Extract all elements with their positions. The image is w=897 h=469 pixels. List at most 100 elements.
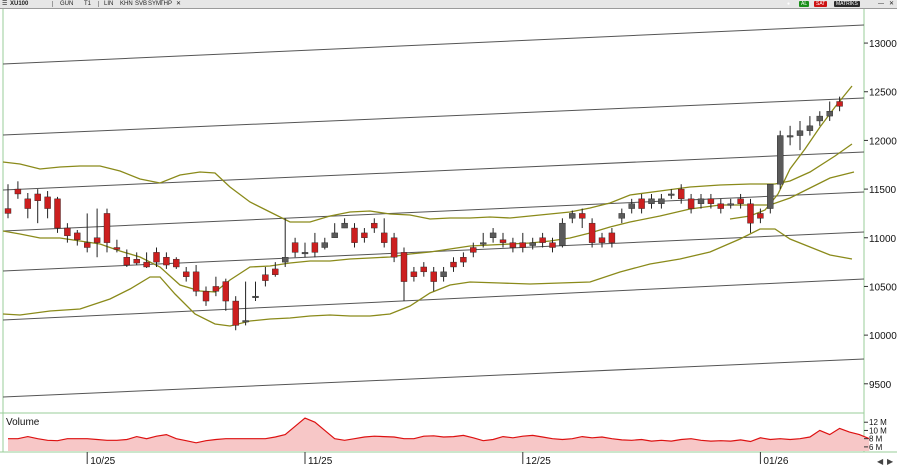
- candle-body: [24, 198, 31, 209]
- tool-icon[interactable]: ●: [787, 1, 791, 7]
- candle-body: [410, 271, 418, 277]
- candle-body: [301, 252, 309, 255]
- candle-body: [747, 203, 754, 224]
- candle-body: [450, 261, 457, 268]
- candle-body: [252, 295, 259, 298]
- candle-body: [519, 242, 526, 248]
- toolbar-divider: [52, 1, 53, 7]
- candle-body: [420, 266, 427, 273]
- candle-body: [470, 247, 477, 253]
- price-tick-label: 12000: [869, 136, 897, 147]
- candle-body: [489, 232, 497, 238]
- matriks-button[interactable]: MATRIKS: [834, 1, 860, 7]
- volume-title: Volume: [6, 417, 40, 428]
- linear-button[interactable]: LIN: [104, 1, 114, 7]
- volume-tick-label: 10 M: [869, 426, 887, 435]
- scroll-right-icon[interactable]: ▶: [887, 457, 894, 466]
- candle-body: [34, 193, 41, 201]
- candle-body: [103, 213, 111, 243]
- date-tick-label: 12/25: [526, 456, 551, 467]
- candle-body: [341, 222, 348, 229]
- candle-body: [351, 227, 358, 243]
- candle-body: [83, 242, 91, 248]
- candle-body: [143, 261, 150, 268]
- candle-body: [539, 237, 546, 243]
- period-button[interactable]: GUN: [60, 1, 74, 7]
- svb-button[interactable]: SVB: [135, 1, 148, 7]
- candle-body: [549, 242, 556, 248]
- candle-body: [440, 271, 447, 277]
- candle-body: [133, 258, 140, 264]
- channel-line: [2, 278, 865, 321]
- minimize-icon[interactable]: —: [878, 1, 884, 7]
- candle-body: [786, 135, 794, 138]
- candle-body: [163, 257, 170, 266]
- candle-body: [588, 222, 596, 243]
- candle-body: [361, 232, 368, 238]
- candle-body: [668, 193, 675, 196]
- candle-body: [569, 213, 576, 219]
- candle-body: [212, 286, 220, 292]
- volume-area: [8, 418, 870, 451]
- candle-body: [321, 242, 328, 248]
- volume-line: [8, 417, 870, 444]
- candle-body: [826, 111, 833, 117]
- candle-body: [767, 184, 774, 209]
- bollinger-upper-band: [2, 143, 853, 223]
- toolbar-divider: [98, 1, 99, 7]
- candle-body: [608, 232, 616, 243]
- candle-body: [707, 198, 715, 204]
- date-tick-label: 11/25: [308, 456, 333, 467]
- candle-body: [291, 242, 299, 253]
- channel-line: [2, 151, 865, 191]
- candle-body: [232, 300, 239, 326]
- date-axis: 10/25 11/25 12/25 01/26: [86, 452, 789, 467]
- timeframe-button[interactable]: T1: [84, 1, 92, 7]
- candle-body: [806, 125, 814, 131]
- candle-body: [628, 203, 635, 209]
- candle-body: [529, 242, 536, 246]
- candle-body: [509, 242, 517, 248]
- candle-body: [272, 268, 279, 275]
- sell-button[interactable]: SAT: [814, 1, 828, 7]
- candle-body: [480, 242, 487, 245]
- sym-button[interactable]: SYM: [148, 1, 162, 7]
- candle-body: [816, 115, 823, 122]
- volume-tick-label: 8 M: [869, 435, 883, 444]
- price-tick-label: 10000: [869, 331, 897, 342]
- price-tick-label: 9500: [869, 380, 892, 391]
- channel-line: [2, 24, 865, 65]
- candle-body: [678, 188, 685, 200]
- price-axis: 13000 12500 12000 11500 11000 10500 10000 9500: [864, 39, 897, 391]
- candle-body: [757, 213, 764, 219]
- candle-body: [113, 247, 121, 250]
- candle-body: [153, 252, 160, 263]
- candle-body: [44, 196, 51, 209]
- volume-tick-label: 6 M: [869, 443, 883, 452]
- candle-button[interactable]: KHN: [120, 1, 133, 7]
- close-window-icon[interactable]: ✕: [889, 1, 895, 7]
- buy-button[interactable]: AL: [799, 1, 810, 7]
- volume-tick-label: 12 M: [869, 418, 887, 427]
- candle-body: [777, 135, 784, 185]
- candle-body: [598, 237, 606, 243]
- menu-icon[interactable]: ☰: [2, 1, 8, 7]
- price-chart[interactable]: 130001250012000115001100010500100009500 …: [0, 9, 897, 469]
- candle-body: [182, 271, 190, 277]
- candle-body: [460, 257, 467, 263]
- scroll-left-icon[interactable]: ◀: [877, 457, 884, 466]
- candle-body: [658, 198, 665, 204]
- candle-body: [311, 242, 319, 253]
- close-icon[interactable]: ✕: [176, 1, 182, 7]
- price-tick-label: 13000: [869, 39, 897, 50]
- price-tick-label: 12500: [869, 88, 897, 99]
- volume-axis: 12 M10 M8 M6 M: [864, 418, 887, 452]
- symbol-label[interactable]: XU100: [10, 1, 29, 7]
- candle-body: [173, 258, 180, 268]
- candle-body: [687, 198, 695, 209]
- candle-body: [400, 252, 408, 282]
- toolbar: ☰ XU100 GUN T1 LIN KHN SVB SYM THP ✕ ● A…: [0, 0, 897, 9]
- channel-line: [2, 191, 865, 232]
- candle-body: [64, 227, 71, 237]
- thp-button[interactable]: THP: [160, 1, 172, 7]
